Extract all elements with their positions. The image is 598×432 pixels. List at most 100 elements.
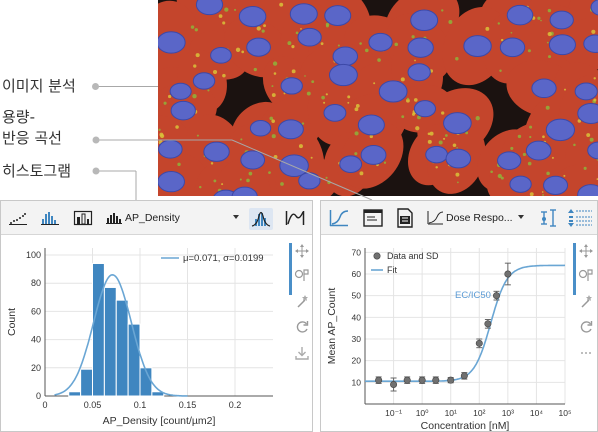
data-point <box>460 372 468 380</box>
cell-granule <box>253 67 257 72</box>
cell-nucleus <box>249 120 272 137</box>
analysis-selector[interactable]: Dose Respo... <box>427 208 513 228</box>
histogram-button[interactable] <box>39 207 61 229</box>
histogram-panel: AP_Density 0 0.05 0.1 0.15 0.2 0 20 40 60 80 100 μ=… <box>0 200 313 432</box>
chevron-down-icon[interactable] <box>233 215 239 219</box>
cell-nucleus <box>210 46 232 64</box>
more-icon <box>581 352 591 354</box>
cell-granule <box>415 126 420 131</box>
cell-nucleus <box>297 27 322 47</box>
cell-nucleus <box>277 119 304 140</box>
cell-granule <box>310 156 313 159</box>
cell-granule <box>586 133 591 138</box>
cell-granule <box>545 105 550 110</box>
report-button[interactable] <box>393 207 417 229</box>
cell-granule <box>529 135 532 139</box>
cell-granule <box>522 152 526 157</box>
cell-granule <box>517 134 522 139</box>
line-chart-button[interactable] <box>327 207 351 229</box>
x-tick-label: 10² <box>473 408 485 418</box>
cell-granule <box>429 131 434 136</box>
error-bar-button[interactable] <box>537 207 559 229</box>
refresh-button[interactable] <box>578 319 594 335</box>
cell-nucleus <box>443 112 472 135</box>
cell-granule <box>497 173 502 179</box>
cell-nucleus <box>240 150 266 170</box>
x-tick-label: 10⁴ <box>530 408 543 418</box>
dose-fit-curve <box>365 264 566 382</box>
cell-granule <box>256 26 261 31</box>
cell-granule <box>337 44 340 47</box>
refresh-button[interactable] <box>294 319 310 335</box>
cell-nucleus <box>410 9 439 32</box>
cell-granule <box>406 98 410 103</box>
cell-granule <box>194 28 198 32</box>
y-tick-label: 20 <box>352 356 362 366</box>
cell-nucleus <box>158 31 186 54</box>
bar-chart-button[interactable] <box>71 207 95 229</box>
cell-body <box>214 159 272 196</box>
histogram-bar <box>68 391 82 397</box>
variable-selector[interactable]: AP_Density <box>106 208 180 228</box>
cell-granule <box>210 162 214 165</box>
y-tick-label: 50 <box>352 291 362 301</box>
cell-nucleus <box>506 4 534 26</box>
magic-wand-button[interactable] <box>578 293 594 309</box>
cell-nucleus <box>590 0 598 16</box>
cell-granule <box>158 128 161 132</box>
cell-nucleus <box>407 37 434 58</box>
chevron-down-icon[interactable] <box>518 215 524 219</box>
window-button[interactable] <box>361 207 385 229</box>
cell-granule <box>300 28 302 30</box>
scatter-plot-button[interactable] <box>7 207 29 229</box>
dose-curve-small-icon <box>427 211 443 225</box>
download-button[interactable] <box>294 345 310 361</box>
cell-granule <box>272 61 278 66</box>
cell-nucleus <box>463 35 492 58</box>
cell-granule <box>546 41 549 44</box>
cell-granule <box>455 57 459 61</box>
cell-granule <box>455 172 460 177</box>
cell-granule <box>573 143 576 147</box>
cell-nucleus <box>324 5 352 26</box>
cell-nucleus <box>407 63 431 82</box>
data-point <box>418 376 426 384</box>
histogram-chart[interactable]: 0 0.05 0.1 0.15 0.2 0 20 40 60 80 100 μ=0.071, σ=0.… <box>1 236 287 432</box>
cell-granule <box>456 146 458 149</box>
histogram-toolbar: AP_Density <box>1 201 312 235</box>
zoom-tool-button[interactable] <box>294 267 310 283</box>
cell-granule <box>359 171 364 176</box>
cell-granule <box>500 38 504 42</box>
y-tick-label: 10 <box>352 377 362 387</box>
cell-granule <box>222 21 226 25</box>
legend-fit-label: Fit <box>387 265 397 275</box>
cell-granule <box>359 42 362 45</box>
magic-wand-button[interactable] <box>294 293 310 309</box>
curve-button[interactable] <box>283 207 307 229</box>
cell-nucleus <box>289 3 318 25</box>
data-point <box>484 320 492 328</box>
x-tick-label: 0.1 <box>134 400 147 410</box>
cell-granule <box>577 119 582 123</box>
cell-granule <box>542 193 545 196</box>
cell-granule <box>271 119 275 123</box>
cell-nucleus <box>378 80 408 103</box>
list-icon <box>568 209 592 227</box>
cell-nucleus <box>577 184 598 196</box>
cell-nucleus <box>549 10 574 30</box>
bar-chart-icon <box>73 210 93 226</box>
cell-granule <box>583 166 587 170</box>
distribution-fit-button[interactable] <box>250 208 272 230</box>
move-tool-button[interactable] <box>578 243 594 259</box>
cell-microscopy-image <box>158 0 598 196</box>
more-button[interactable] <box>578 345 594 361</box>
data-point <box>375 376 383 384</box>
cell-nucleus <box>246 37 271 57</box>
list-button[interactable] <box>567 207 593 229</box>
move-tool-button[interactable] <box>294 243 310 259</box>
cell-granule <box>248 171 253 176</box>
cell-granule <box>193 64 197 68</box>
cell-granule <box>497 22 501 25</box>
zoom-tool-button[interactable] <box>578 267 594 283</box>
dose-response-chart[interactable]: 10⁻¹ 10⁰ 10¹ 10² 10³ 10⁴ 10⁵ 10 20 30 40 50 60 70 EC/I… <box>321 236 573 432</box>
